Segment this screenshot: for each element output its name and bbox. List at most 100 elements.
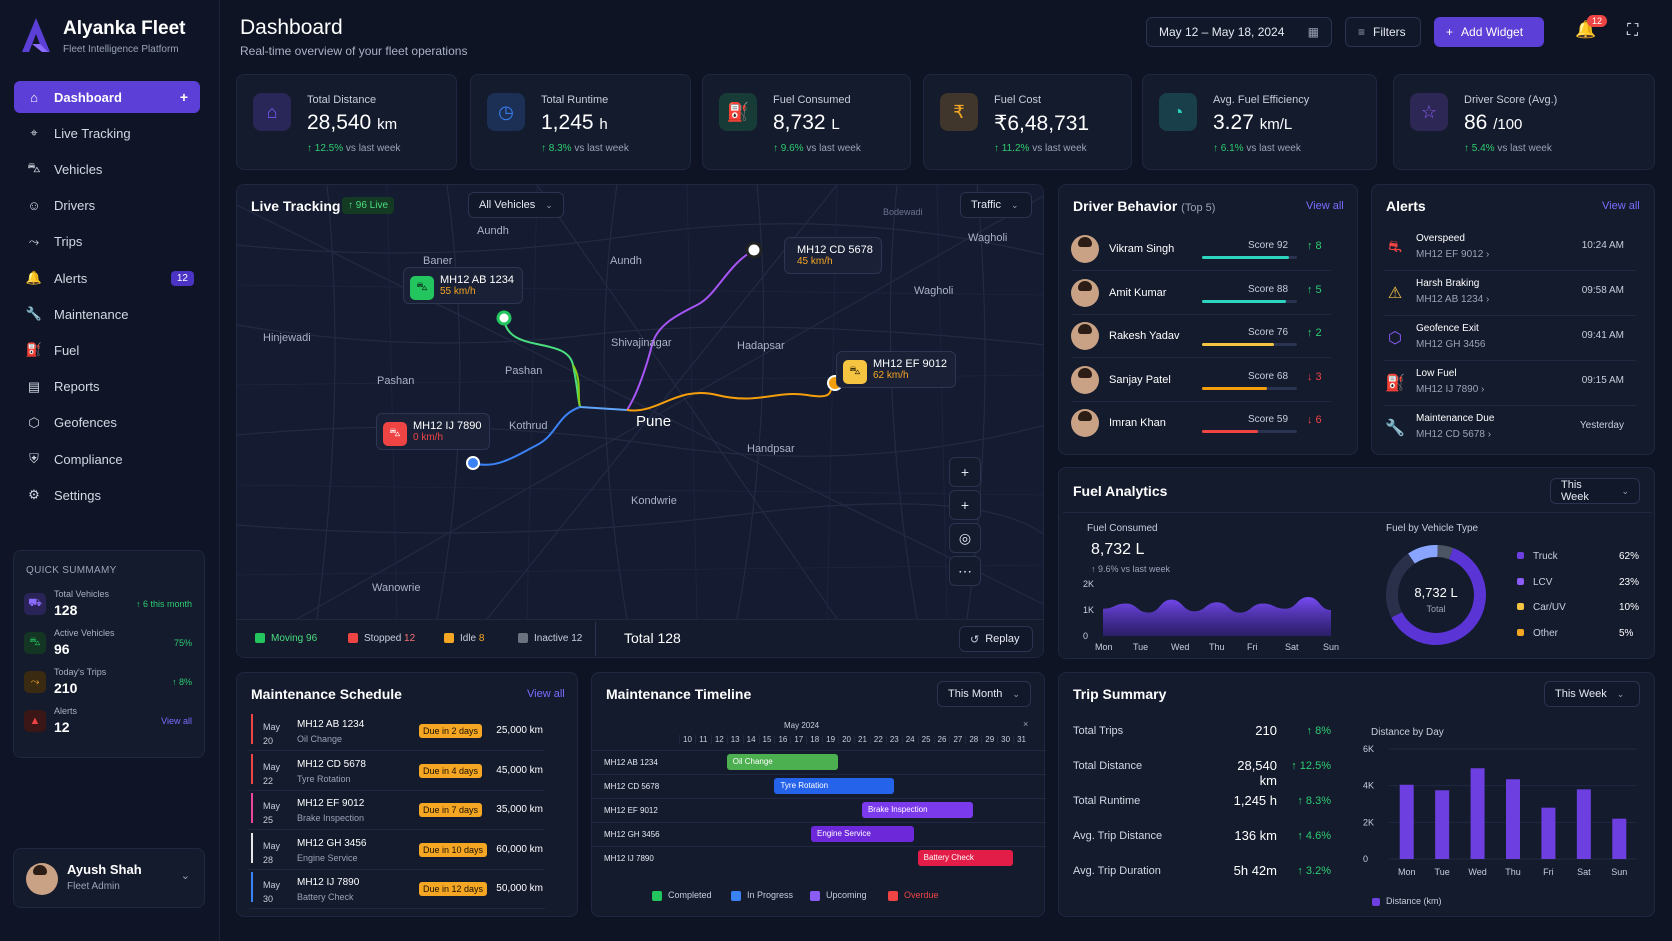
- qs-value: 96: [54, 641, 70, 657]
- kpi-card[interactable]: ₹ Fuel Cost ₹6,48,731 ↑ 11.2% vs last week: [923, 74, 1132, 170]
- zoom-out-button[interactable]: +: [949, 490, 981, 520]
- kpi-card[interactable]: ◔ Avg. Fuel Efficiency 3.27 km/L ↑ 6.1% vs …: [1142, 74, 1377, 170]
- sidebar-item-compliance[interactable]: ⛨ Compliance: [14, 443, 200, 475]
- alert-vehicle: MH12 AB 1234 ›: [1416, 294, 1490, 305]
- alert-row[interactable]: 🔧 Maintenance Due MH12 CD 5678 › Yesterday: [1384, 407, 1624, 449]
- kpi-card[interactable]: ⛽ Fuel Consumed 8,732 L ↑ 9.6% vs last week: [702, 74, 911, 170]
- maintenance-km: 45,000 km: [496, 764, 543, 776]
- maintenance-km: 50,000 km: [496, 883, 543, 894]
- locate-button[interactable]: ◎: [949, 523, 981, 553]
- period-value: This Week: [1555, 688, 1607, 700]
- date-range-picker[interactable]: May 12 – May 18, 2024 ▦: [1146, 17, 1332, 47]
- sidebar-item-dashboard[interactable]: ⌂ Dashboard +: [14, 81, 200, 113]
- qs-alerts[interactable]: ▲ Alerts 12 View all: [24, 702, 196, 742]
- sidebar-item-reports[interactable]: ▤ Reports: [14, 371, 200, 403]
- timeline-bar[interactable]: Battery Check: [917, 850, 1014, 866]
- fuel-type-pct: 23%: [1619, 576, 1640, 588]
- view-all-link[interactable]: View all: [1306, 200, 1344, 212]
- avatar: [1071, 322, 1099, 351]
- maintenance-row[interactable]: May 25 MH12 EF 9012 Brake Inspection Due in …: [249, 793, 545, 830]
- vehicle-marker-label[interactable]: ⛍ MH12 IJ 7890 0 km/h: [376, 413, 491, 450]
- timeline-bar[interactable]: Tyre Rotation: [774, 778, 894, 794]
- maintenance-row[interactable]: May 20 MH12 AB 1234 Oil Change Due in 2 days…: [249, 714, 545, 751]
- score-bar: [1202, 299, 1297, 303]
- view-all-link[interactable]: View all: [1602, 200, 1640, 212]
- fullscreen-icon[interactable]: ⛶: [1627, 22, 1639, 39]
- kpi-card[interactable]: ☆ Driver Score (Avg.) 86 /100 ↑ 5.4% vs las…: [1393, 74, 1655, 170]
- kpi-card[interactable]: ◷ Total Runtime 1,245 h ↑ 8.3% vs last week: [470, 74, 691, 170]
- period-value: This Week: [1561, 479, 1589, 503]
- replay-button[interactable]: ↺ Replay: [959, 626, 1033, 652]
- layer-dropdown[interactable]: Traffic ⌄: [960, 192, 1032, 218]
- sidebar-item-vehicles[interactable]: ⛍ Vehicles: [14, 153, 200, 185]
- timeline-day: 31: [1013, 735, 1029, 744]
- vehicle-filter-dropdown[interactable]: All Vehicles ⌄: [468, 192, 564, 218]
- alert-title: Maintenance Due: [1416, 413, 1495, 424]
- qs-active-vehicles[interactable]: ⛍ Active Vehicles 96 75%: [24, 624, 196, 664]
- sidebar-item-settings[interactable]: ⚙ Settings: [14, 479, 200, 511]
- divider: [1071, 400, 1331, 402]
- period-dropdown[interactable]: This Week ⌄: [1544, 681, 1640, 707]
- timeline-day: 14: [742, 735, 759, 744]
- sidebar-item-label: Trips: [54, 234, 83, 250]
- map-place-label: Kothrud: [509, 420, 548, 432]
- sidebar-item-maintenance[interactable]: 🔧 Maintenance: [14, 298, 200, 330]
- driver-row[interactable]: Sanjay Patel Score 68 ↓ 3: [1071, 360, 1331, 402]
- kpi-value: 8,732 L: [773, 111, 840, 134]
- qs-todays-trips[interactable]: ⤳ Today's Trips 210 ↑ 8%: [24, 663, 196, 703]
- sidebar-item-label: Drivers: [54, 198, 96, 214]
- kpi-card[interactable]: ⌂ Total Distance 28,540 km ↑ 12.5% vs last …: [236, 74, 457, 170]
- driver-row[interactable]: Imran Khan Score 59 ↓ 6: [1071, 403, 1331, 443]
- vehicle-marker-label[interactable]: MH12 CD 5678 45 km/h: [784, 237, 882, 274]
- timeline-bar[interactable]: Brake Inspection: [861, 802, 974, 818]
- maintenance-date: May 25: [263, 801, 281, 825]
- alert-row[interactable]: ⛽ Low Fuel MH12 IJ 7890 › 09:15 AM: [1384, 362, 1636, 406]
- vehicle-marker-label[interactable]: ⛍ MH12 EF 9012 62 km/h: [836, 351, 956, 388]
- driver-score: Score 76: [1248, 327, 1289, 339]
- filters-button[interactable]: ≡ Filters: [1345, 17, 1421, 47]
- sidebar-item-fuel[interactable]: ⛽ Fuel: [14, 334, 200, 366]
- car-icon: ⛍: [383, 422, 407, 446]
- alert-row[interactable]: ⬡ Geofence Exit MH12 GH 3456 09:41 AM: [1384, 317, 1636, 361]
- x-tick-label: Fri: [1247, 642, 1258, 652]
- maintenance-row[interactable]: May 30 MH12 IJ 7890 Battery Check Due in 12 …: [249, 872, 545, 909]
- y-tick-label: 2K: [1083, 579, 1094, 589]
- user-menu[interactable]: Ayush Shah Fleet Admin ⌄: [13, 848, 205, 908]
- period-dropdown[interactable]: This Week ⌄: [1550, 478, 1640, 504]
- sidebar-item-trips[interactable]: ⤳ Trips: [14, 226, 200, 258]
- driver-row[interactable]: Amit Kumar Score 88 ↑ 5: [1071, 273, 1331, 315]
- timeline-day: 27: [949, 735, 965, 744]
- distance-bar-chart: 6K 4K 2K 0 Mon Tue Wed Thu Fri Sat Sun: [1363, 744, 1637, 877]
- zoom-in-button[interactable]: +: [949, 457, 981, 487]
- trip-summary-row: Total Distance 28,540 km ↑ 12.5%: [1073, 752, 1331, 788]
- shield-check-icon: ⛨: [29, 451, 39, 466]
- maintenance-row[interactable]: May 28 MH12 GH 3456 Engine Service Due in 10…: [249, 832, 545, 870]
- qs-total-vehicles[interactable]: ⛟ Total Vehicles 128 ↑ 6 this month: [24, 585, 196, 625]
- sidebar-item-drivers[interactable]: ☺ Drivers: [14, 190, 200, 222]
- alert-title: Low Fuel: [1416, 368, 1457, 379]
- timeline-bar[interactable]: Engine Service: [811, 826, 915, 842]
- qs-view-all-link[interactable]: View all: [161, 716, 192, 726]
- timeline-bar[interactable]: Oil Change: [726, 754, 839, 770]
- sidebar-item-alerts[interactable]: 🔔 Alerts 12: [14, 262, 200, 294]
- more-options-button[interactable]: ⋯: [949, 556, 981, 586]
- vehicle-marker-label[interactable]: ⛍ MH12 AB 1234 55 km/h: [403, 267, 523, 304]
- alert-row[interactable]: ⚠ Harsh Braking MH12 AB 1234 › 09:58 AM: [1384, 272, 1636, 316]
- period-dropdown[interactable]: This Month ⌄: [937, 681, 1031, 707]
- fuel-type-pct: 10%: [1619, 602, 1640, 613]
- add-widget-button[interactable]: + Add Widget: [1434, 17, 1544, 47]
- maintenance-row[interactable]: May 22 MH12 CD 5678 Tyre Rotation Due in 4 d…: [249, 753, 545, 791]
- fuel-pump-icon: ⛽: [1385, 375, 1405, 392]
- driver-row[interactable]: Rakesh Yadav Score 76 ↑ 2: [1071, 316, 1331, 359]
- sidebar-item-live-tracking[interactable]: ⌖ Live Tracking: [14, 117, 200, 149]
- fuel-type-pct: 5%: [1619, 627, 1634, 639]
- map-canvas[interactable]: [237, 185, 1044, 619]
- sidebar-item-geofences[interactable]: ⬡ Geofences: [14, 407, 200, 439]
- alert-row[interactable]: ⛐ Overspeed MH12 EF 9012 › 10:24 AM: [1384, 227, 1636, 271]
- driver-row[interactable]: Vikram Singh Score 92 ↑ 8: [1071, 229, 1331, 271]
- legend-swatch: [810, 890, 820, 901]
- trip-summary-card: Trip Summary This Week ⌄ Distance by Day …: [1058, 672, 1655, 917]
- live-tracking-title: Live Tracking: [251, 198, 341, 214]
- view-all-link[interactable]: View all: [527, 688, 565, 700]
- close-icon[interactable]: ×: [1023, 719, 1029, 729]
